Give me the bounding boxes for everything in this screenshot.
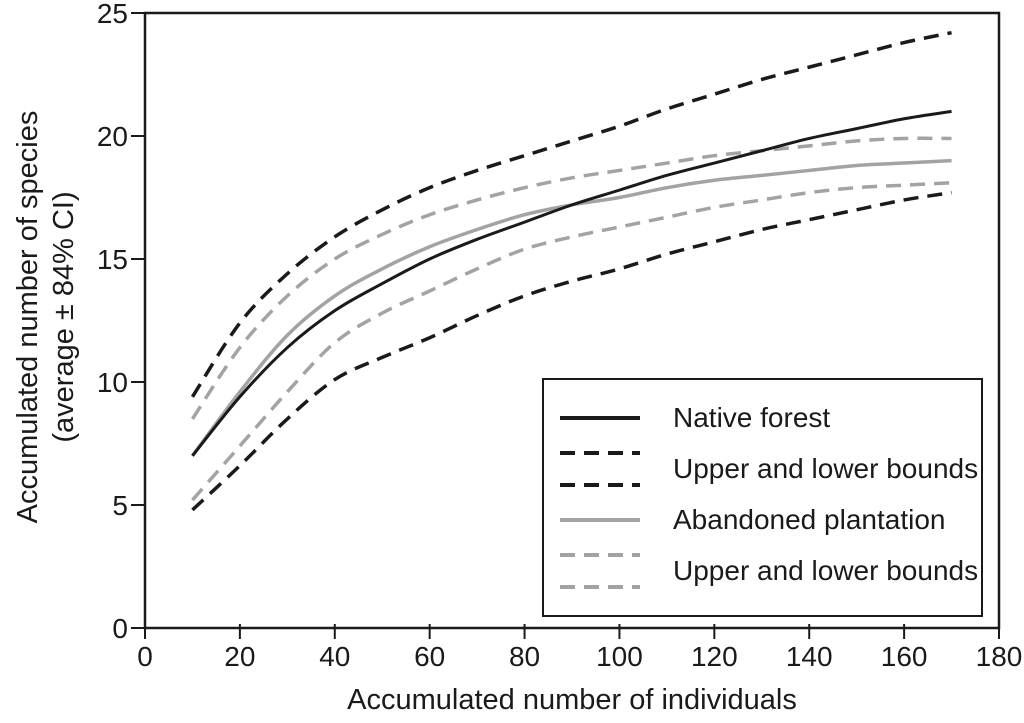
y-axis-title-line1: Accumulated number of species <box>12 110 44 524</box>
legend-row-native-bounds: Upper and lower bounds <box>560 443 981 494</box>
y-tick-label: 25 <box>97 0 128 29</box>
series-abandoned-plantation-upper-bound <box>190 136 952 420</box>
y-tick-label: 15 <box>97 244 128 275</box>
x-tick-label: 160 <box>881 641 928 672</box>
x-tick-label: 0 <box>137 641 153 672</box>
legend-box: Native forest Upper and lower bounds Aba… <box>542 378 983 617</box>
y-tick-label: 0 <box>112 613 128 644</box>
x-tick-label: 120 <box>691 641 738 672</box>
x-tick-label: 40 <box>319 641 350 672</box>
y-axis-title-line2: (average ± 84% CI) <box>48 191 80 443</box>
x-axis-title: Accumulated number of individuals <box>347 684 797 716</box>
x-tick-label: 60 <box>414 641 445 672</box>
legend-line-abandoned-plantation <box>560 517 640 522</box>
series-abandoned-plantation-lower-bound <box>191 180 952 502</box>
x-tick-label: 180 <box>976 641 1023 672</box>
legend-label-abandoned-plantation: Abandoned plantation <box>673 503 946 535</box>
series-native-forest-lower-bound <box>191 190 952 512</box>
series-native-forest <box>191 109 952 457</box>
x-tick-label: 100 <box>596 641 643 672</box>
legend-label-abandoned-bounds: Upper and lower bounds <box>673 554 979 586</box>
y-axis-title: Accumulated number of species (average ±… <box>10 17 82 617</box>
plot-frame <box>143 11 1001 630</box>
series-native-forest-upper-bound <box>190 30 952 398</box>
legend-label-native-forest: Native forest <box>673 401 831 433</box>
legend-line-native-bounds <box>560 450 640 487</box>
y-tick-label: 10 <box>97 367 128 398</box>
legend-label-native-bounds: Upper and lower bounds <box>673 452 979 484</box>
y-tick-label: 20 <box>97 121 128 152</box>
y-tick-label: 5 <box>112 490 128 521</box>
legend-line-abandoned-bounds <box>560 552 640 589</box>
x-tick-label: 80 <box>509 641 540 672</box>
x-tick-label: 20 <box>224 641 255 672</box>
legend-row-abandoned-plantation: Abandoned plantation <box>560 494 981 545</box>
x-tick-label: 140 <box>786 641 833 672</box>
legend-row-native-forest: Native forest <box>560 392 981 443</box>
legend-row-abandoned-bounds: Upper and lower bounds <box>560 545 981 596</box>
legend-line-native-forest <box>560 415 640 420</box>
